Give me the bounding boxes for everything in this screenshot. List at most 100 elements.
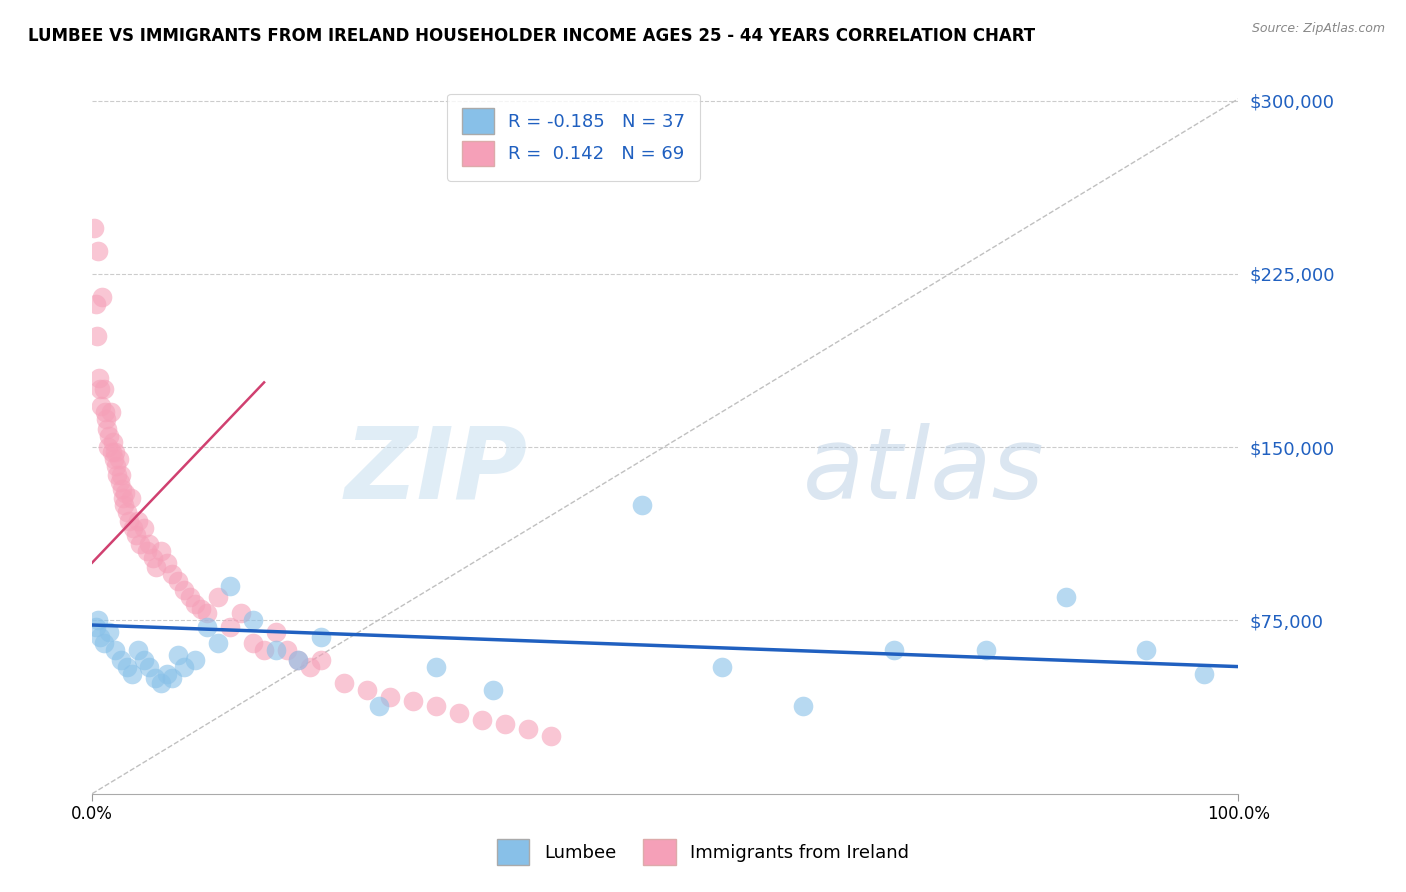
Point <box>311 630 333 644</box>
Point <box>96 422 118 436</box>
Point <box>94 412 117 426</box>
Point <box>378 690 401 704</box>
Point <box>129 537 152 551</box>
Point <box>105 458 128 473</box>
Point <box>173 583 195 598</box>
Point <box>190 602 212 616</box>
Point <box>425 698 447 713</box>
Text: atlas: atlas <box>803 423 1045 520</box>
Point <box>112 498 135 512</box>
Point <box>110 653 132 667</box>
Point <box>121 666 143 681</box>
Point <box>105 467 128 482</box>
Point <box>298 659 321 673</box>
Point <box>149 675 172 690</box>
Point <box>167 574 190 588</box>
Point <box>90 399 112 413</box>
Point <box>1054 591 1077 605</box>
Point <box>98 428 121 442</box>
Text: Source: ZipAtlas.com: Source: ZipAtlas.com <box>1251 22 1385 36</box>
Point <box>100 405 122 419</box>
Point <box>425 659 447 673</box>
Point <box>145 560 167 574</box>
Point <box>122 521 145 535</box>
Point <box>356 682 378 697</box>
Point <box>115 659 138 673</box>
Point <box>253 643 276 657</box>
Point <box>120 491 142 505</box>
Point <box>494 717 516 731</box>
Point <box>1135 643 1157 657</box>
Point <box>100 444 122 458</box>
Point <box>112 491 135 505</box>
Point <box>132 653 155 667</box>
Point <box>125 528 148 542</box>
Point <box>84 297 107 311</box>
Point <box>104 643 127 657</box>
Point <box>231 607 253 621</box>
Point <box>87 244 110 258</box>
Point <box>287 653 309 667</box>
Point <box>127 514 149 528</box>
Point <box>207 591 229 605</box>
Point <box>86 329 108 343</box>
Point <box>242 614 264 628</box>
Point <box>447 706 470 720</box>
Point <box>264 643 287 657</box>
Point <box>101 435 124 450</box>
Point <box>195 607 218 621</box>
Point <box>115 505 138 519</box>
Point <box>87 614 110 628</box>
Point <box>149 544 172 558</box>
Point <box>127 643 149 657</box>
Text: LUMBEE VS IMMIGRANTS FROM IRELAND HOUSEHOLDER INCOME AGES 25 - 44 YEARS CORRELAT: LUMBEE VS IMMIGRANTS FROM IRELAND HOUSEH… <box>28 27 1035 45</box>
Point <box>91 290 114 304</box>
Point <box>367 698 389 713</box>
Point <box>218 579 240 593</box>
Point <box>94 405 117 419</box>
Point <box>114 486 136 500</box>
Point <box>207 636 229 650</box>
Point <box>83 220 105 235</box>
Point <box>156 666 179 681</box>
Point <box>138 537 160 551</box>
Point <box>179 591 201 605</box>
Point <box>136 544 159 558</box>
Point <box>276 643 298 657</box>
Point <box>218 620 240 634</box>
Point <box>89 382 111 396</box>
Point <box>156 556 179 570</box>
Point <box>110 467 132 482</box>
Point <box>631 498 654 512</box>
Point <box>792 698 814 713</box>
Point <box>540 729 562 743</box>
Point <box>516 722 538 736</box>
Point <box>104 444 127 458</box>
Point <box>111 482 134 496</box>
Point <box>87 371 110 385</box>
Point <box>132 521 155 535</box>
Point <box>93 382 115 396</box>
Point <box>287 653 309 667</box>
Point <box>162 671 184 685</box>
Point <box>98 624 121 639</box>
Point <box>1192 666 1215 681</box>
Point <box>482 682 505 697</box>
Point <box>311 653 333 667</box>
Point <box>143 671 166 685</box>
Point <box>883 643 905 657</box>
Point <box>184 653 207 667</box>
Point <box>471 713 494 727</box>
Point <box>93 636 115 650</box>
Point <box>118 514 141 528</box>
Point <box>974 643 997 657</box>
Point <box>162 567 184 582</box>
Point <box>195 620 218 634</box>
Point <box>173 659 195 673</box>
Point <box>103 451 125 466</box>
Point <box>97 440 120 454</box>
Point <box>242 636 264 650</box>
Point <box>264 624 287 639</box>
Point <box>107 451 129 466</box>
Point <box>184 597 207 611</box>
